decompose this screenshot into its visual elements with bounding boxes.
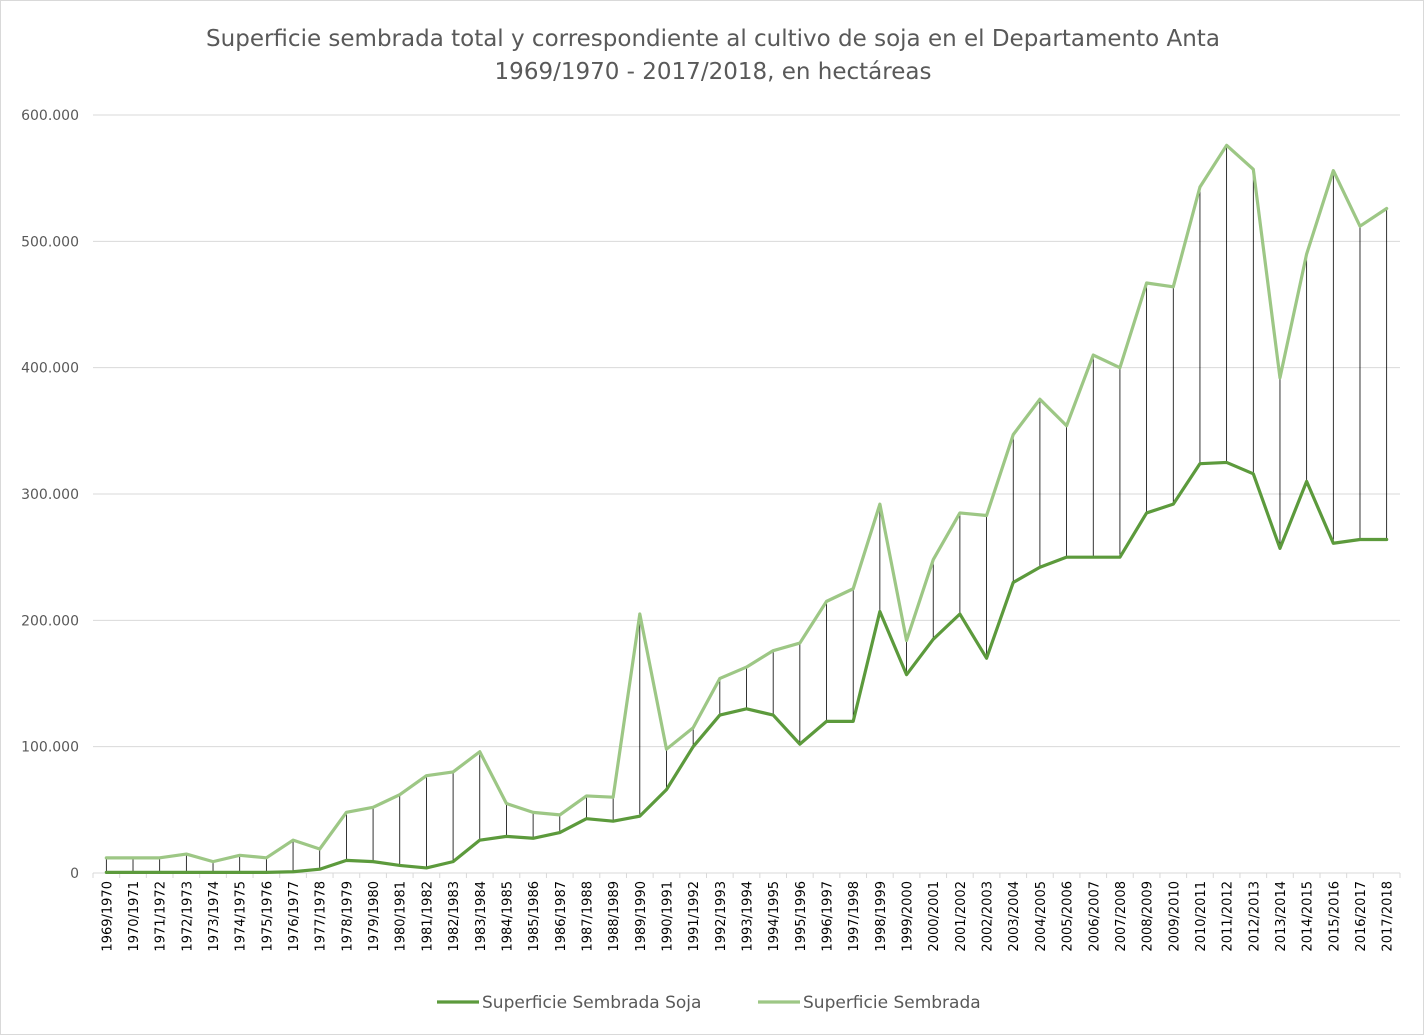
x-tick-label: 1985/1986 — [527, 881, 542, 952]
x-tick-label: 2005/2006 — [1061, 881, 1076, 952]
x-tick-label: 1980/1981 — [394, 881, 409, 952]
x-tick-label: 1975/1976 — [260, 881, 275, 952]
x-tick-label: 1988/1989 — [607, 881, 622, 952]
y-tick-label: 200.000 — [21, 613, 79, 629]
x-tick-label: 2010/2011 — [1194, 881, 1209, 952]
y-tick-label: 100.000 — [21, 740, 79, 756]
y-tick-label: 500.000 — [21, 234, 79, 250]
x-tick-label: 1970/1971 — [127, 881, 142, 952]
x-tick-label: 1987/1988 — [580, 881, 595, 952]
x-tick-label: 1981/1982 — [420, 881, 435, 952]
x-tick-label: 1995/1996 — [794, 881, 809, 952]
chart-title: Superficie sembrada total y correspondie… — [1, 23, 1424, 89]
x-tick-label: 2017/2018 — [1381, 881, 1396, 952]
x-tick-label: 1999/2000 — [901, 881, 916, 952]
legend-item-total-label: Superficie Sembrada — [803, 993, 981, 1013]
y-tick-label: 300.000 — [21, 487, 79, 503]
x-tick-label: 1991/1992 — [687, 881, 702, 952]
x-tick-label: 2007/2008 — [1114, 881, 1129, 952]
x-tick-label: 1997/1998 — [847, 881, 862, 952]
x-tick-label: 1996/1997 — [821, 881, 836, 952]
x-tick-label: 2008/2009 — [1141, 881, 1156, 952]
x-tick-label: 2014/2015 — [1301, 881, 1316, 952]
chart-title-line-1: Superficie sembrada total y correspondie… — [206, 26, 1220, 52]
x-tick-label: 1993/1994 — [741, 881, 756, 952]
x-tick-label: 1998/1999 — [874, 881, 889, 952]
x-tick-label: 1982/1983 — [447, 881, 462, 952]
x-tick-label: 2000/2001 — [927, 881, 942, 952]
x-tick-label: 1976/1977 — [287, 881, 302, 952]
x-tick-label: 2002/2003 — [981, 881, 996, 952]
x-tick-label: 2003/2004 — [1007, 881, 1022, 952]
x-tick-label: 1973/1974 — [207, 881, 222, 952]
series-line-soja — [104, 460, 1389, 874]
x-tick-label: 2006/2007 — [1087, 881, 1102, 952]
y-tick-label: 400.000 — [21, 361, 79, 377]
x-tick-label: 2013/2014 — [1274, 881, 1289, 952]
x-tick-label: 1983/1984 — [474, 881, 489, 952]
x-tick-label: 1989/1990 — [634, 881, 649, 952]
x-tick-label: 1977/1978 — [314, 881, 329, 952]
x-tick-label: 1972/1973 — [180, 881, 195, 952]
x-tick-label: 2015/2016 — [1327, 881, 1342, 952]
series-line-total — [104, 143, 1389, 864]
y-tick-label: 0 — [70, 866, 79, 882]
legend-item-soja-label: Superficie Sembrada Soja — [482, 993, 701, 1013]
x-tick-label: 1994/1995 — [767, 881, 782, 952]
x-tick-label: 1971/1972 — [154, 881, 169, 952]
x-tick-label: 2016/2017 — [1354, 881, 1369, 952]
chart-title-line-2: 1969/1970 - 2017/2018, en hectáreas — [494, 59, 932, 85]
x-tick-label: 2004/2005 — [1034, 881, 1049, 952]
x-tick-label: 1992/1993 — [714, 881, 729, 952]
x-tick-label: 2012/2013 — [1247, 881, 1262, 952]
x-tick-label: 1979/1980 — [367, 881, 382, 952]
x-tick-label: 1986/1987 — [554, 881, 569, 952]
x-tick-label: 2011/2012 — [1221, 881, 1236, 952]
x-tick-label: 1990/1991 — [660, 881, 675, 952]
x-tick-label: 1974/1975 — [234, 881, 249, 952]
x-tick-label: 1978/1979 — [340, 881, 355, 952]
x-tick-label: 1984/1985 — [500, 881, 515, 952]
x-tick-label: 2001/2002 — [954, 881, 969, 952]
x-tick-label: 2009/2010 — [1167, 881, 1182, 952]
x-tick-label: 1969/1970 — [100, 881, 115, 952]
y-tick-label: 600.000 — [21, 108, 79, 124]
